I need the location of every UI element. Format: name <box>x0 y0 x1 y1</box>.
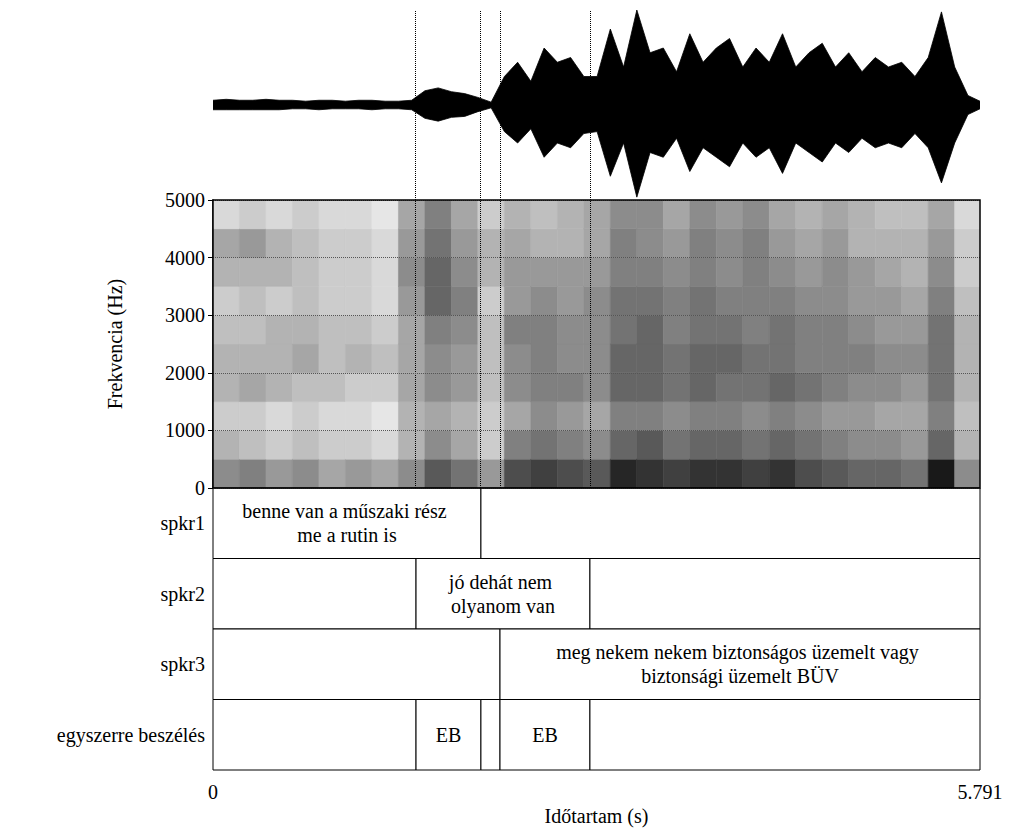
svg-text:4000: 4000 <box>165 247 205 269</box>
svg-text:biztonsági üzemelt BÜV: biztonsági üzemelt BÜV <box>641 665 839 688</box>
svg-text:0: 0 <box>208 781 218 803</box>
svg-text:2000: 2000 <box>165 362 205 384</box>
svg-text:olyanom van: olyanom van <box>451 595 555 618</box>
svg-text:0: 0 <box>195 477 205 499</box>
svg-text:Időtartam (s): Időtartam (s) <box>545 805 649 828</box>
svg-text:me a rutin is: me a rutin is <box>297 524 397 546</box>
svg-text:benne van a műszaki rész: benne van a műszaki rész <box>242 500 451 522</box>
svg-text:egyszerre beszélés: egyszerre beszélés <box>57 724 205 747</box>
svg-text:1000: 1000 <box>165 419 205 441</box>
svg-text:5000: 5000 <box>165 189 205 211</box>
svg-text:spkr3: spkr3 <box>161 653 205 676</box>
svg-text:jó dehát nem: jó dehát nem <box>448 571 557 594</box>
svg-text:spkr1: spkr1 <box>161 512 205 535</box>
svg-text:EB: EB <box>436 724 462 746</box>
svg-text:EB: EB <box>532 724 558 746</box>
svg-text:meg nekem nekem biztonságos üz: meg nekem nekem biztonságos üzemelt vagy <box>556 641 924 664</box>
svg-text:3000: 3000 <box>165 304 205 326</box>
svg-text:Frekvencia (Hz): Frekvencia (Hz) <box>104 279 127 410</box>
svg-text:spkr2: spkr2 <box>161 583 205 606</box>
svg-text:5.791: 5.791 <box>958 781 1003 803</box>
